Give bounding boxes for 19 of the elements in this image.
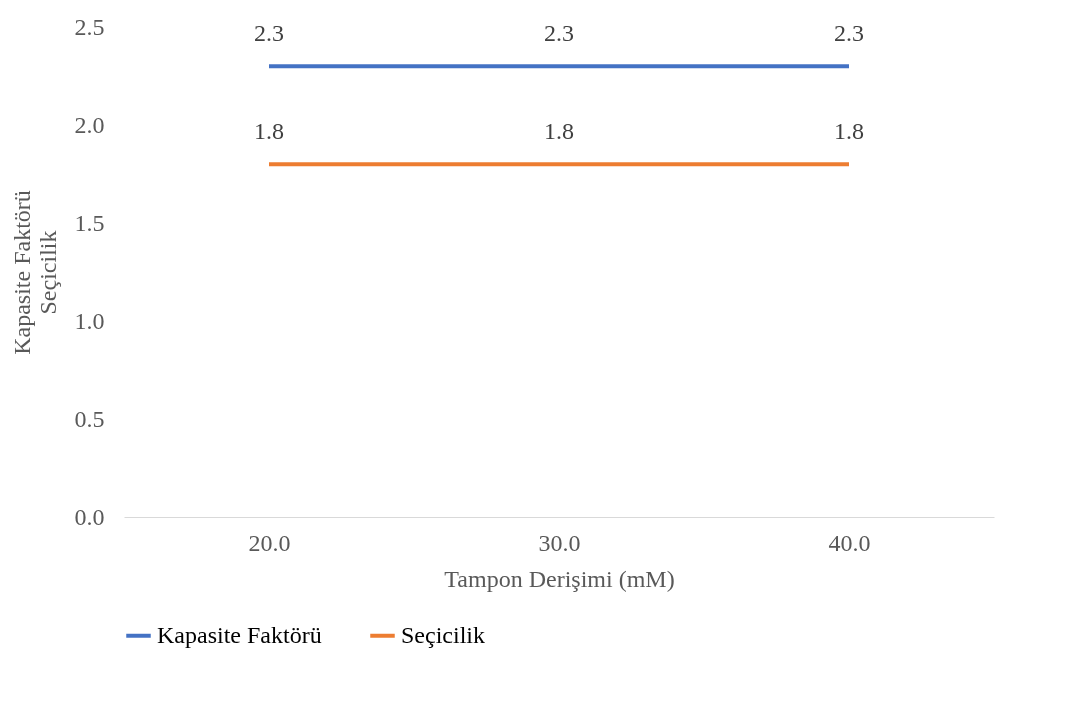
- data-label: 2.3: [254, 20, 284, 47]
- y-tick-label: 0.0: [74, 503, 105, 530]
- y-tick-label: 2.5: [74, 13, 105, 40]
- data-label: 1.8: [544, 118, 574, 145]
- legend-label: Seçicilik: [401, 621, 485, 648]
- y-tick-label: 1.0: [74, 307, 105, 334]
- y-tick-label: 2.0: [74, 111, 105, 138]
- y-tick-label: 0.5: [74, 405, 105, 432]
- x-tick-label: 30.0: [538, 529, 581, 556]
- x-tick-label: 20.0: [248, 529, 291, 556]
- legend-label: Kapasite Faktörü: [157, 621, 322, 648]
- x-tick-label: 40.0: [828, 529, 871, 556]
- y-tick-label: 1.5: [74, 209, 105, 236]
- data-label: 2.3: [834, 20, 864, 47]
- x-axis-title: Tampon Derişimi (mM): [444, 565, 675, 592]
- data-label: 2.3: [544, 20, 574, 47]
- y-axis-title: Kapasite Faktörü Seçicilik: [8, 190, 61, 355]
- data-label: 1.8: [834, 118, 864, 145]
- data-label: 1.8: [254, 118, 284, 145]
